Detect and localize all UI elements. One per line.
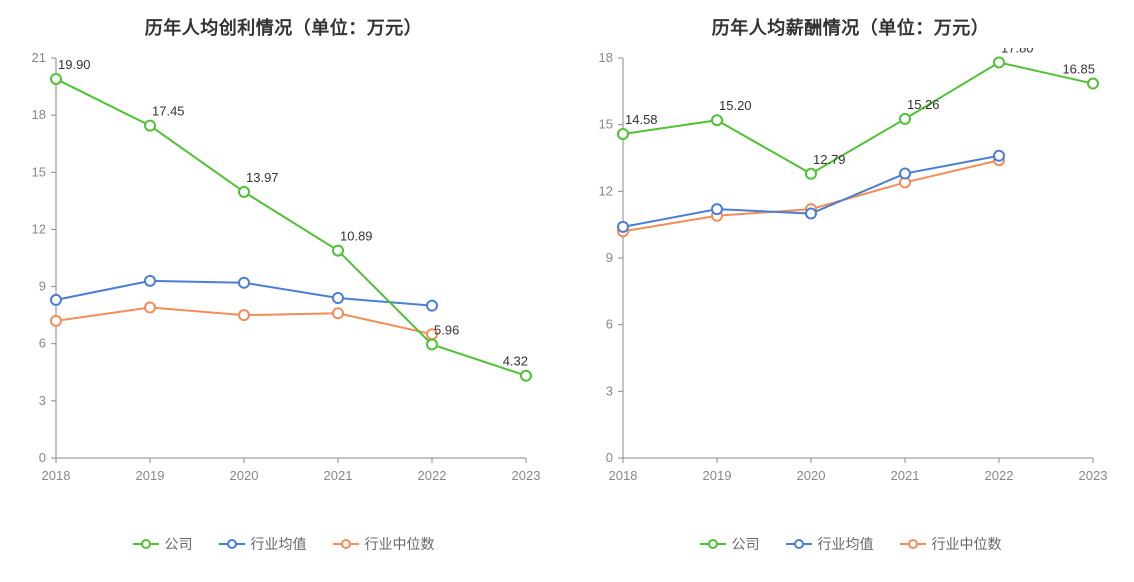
svg-text:18: 18 xyxy=(32,107,46,122)
svg-text:17.80: 17.80 xyxy=(1001,48,1034,55)
svg-text:2022: 2022 xyxy=(418,468,447,483)
svg-text:2020: 2020 xyxy=(797,468,826,483)
legend-label-industry-avg: 行业均值 xyxy=(818,534,874,554)
svg-text:12.79: 12.79 xyxy=(813,152,846,167)
svg-text:2019: 2019 xyxy=(703,468,732,483)
svg-text:14.58: 14.58 xyxy=(625,112,658,127)
right-panel: 历年人均薪酬情况（单位：万元） 0 3 6 9 12 15 18 2018 2019 2020 20… xyxy=(567,0,1134,582)
right-chart-title: 历年人均薪酬情况（单位：万元） xyxy=(567,14,1134,40)
svg-text:2021: 2021 xyxy=(891,468,920,483)
svg-text:6: 6 xyxy=(39,336,46,351)
svg-text:10.89: 10.89 xyxy=(340,229,373,244)
svg-text:12: 12 xyxy=(32,221,46,236)
svg-text:2018: 2018 xyxy=(609,468,638,483)
legend-swatch-industry-median xyxy=(333,537,359,551)
right-legend: 公司 行业均值 行业中位数 xyxy=(567,534,1134,554)
legend-label-company: 公司 xyxy=(165,534,193,554)
svg-text:2022: 2022 xyxy=(985,468,1014,483)
svg-text:2018: 2018 xyxy=(42,468,71,483)
legend-item-industry-median: 行业中位数 xyxy=(333,534,435,554)
svg-text:12: 12 xyxy=(599,183,613,198)
svg-text:2021: 2021 xyxy=(324,468,353,483)
left-chart-title: 历年人均创利情况（单位：万元） xyxy=(0,14,567,40)
svg-text:9: 9 xyxy=(39,279,46,294)
legend-label-company: 公司 xyxy=(732,534,760,554)
svg-text:2023: 2023 xyxy=(512,468,541,483)
svg-text:15: 15 xyxy=(32,164,46,179)
left-legend: 公司 行业均值 行业中位数 xyxy=(0,534,567,554)
legend-label-industry-median: 行业中位数 xyxy=(932,534,1002,554)
svg-text:17.45: 17.45 xyxy=(152,104,185,119)
svg-text:6: 6 xyxy=(606,317,613,332)
right-chart: 0 3 6 9 12 15 18 2018 2019 2020 2021 2022 2023 14.58 1… xyxy=(567,48,1134,508)
svg-text:15.26: 15.26 xyxy=(907,97,940,112)
svg-text:15: 15 xyxy=(599,117,613,132)
svg-text:2023: 2023 xyxy=(1079,468,1108,483)
svg-text:15.20: 15.20 xyxy=(719,98,752,113)
legend-label-industry-median: 行业中位数 xyxy=(365,534,435,554)
svg-text:13.97: 13.97 xyxy=(246,170,279,185)
svg-text:16.85: 16.85 xyxy=(1062,62,1095,77)
svg-text:0: 0 xyxy=(39,450,46,465)
svg-text:2020: 2020 xyxy=(230,468,259,483)
legend-item-industry-avg: 行业均值 xyxy=(219,534,307,554)
legend-swatch-industry-avg xyxy=(786,537,812,551)
svg-text:3: 3 xyxy=(39,393,46,408)
svg-text:2019: 2019 xyxy=(136,468,165,483)
legend-swatch-industry-avg xyxy=(219,537,245,551)
legend-label-industry-avg: 行业均值 xyxy=(251,534,307,554)
legend-item-industry-median: 行业中位数 xyxy=(900,534,1002,554)
svg-text:19.90: 19.90 xyxy=(58,57,91,72)
svg-text:21: 21 xyxy=(32,50,46,65)
svg-text:4.32: 4.32 xyxy=(503,354,528,369)
left-chart: 0 3 6 9 12 15 18 21 2018 2019 2020 2021 2022 2023 19.9… xyxy=(0,48,567,508)
legend-swatch-company xyxy=(133,537,159,551)
svg-text:9: 9 xyxy=(606,250,613,265)
legend-item-company: 公司 xyxy=(700,534,760,554)
legend-item-industry-avg: 行业均值 xyxy=(786,534,874,554)
svg-text:18: 18 xyxy=(599,50,613,65)
svg-text:5.96: 5.96 xyxy=(434,322,459,337)
svg-text:3: 3 xyxy=(606,383,613,398)
legend-item-company: 公司 xyxy=(133,534,193,554)
left-panel: 历年人均创利情况（单位：万元） 0 3 6 9 12 15 18 21 2018 2019 2020… xyxy=(0,0,567,582)
page-root: 历年人均创利情况（单位：万元） 0 3 6 9 12 15 18 21 2018 2019 2020… xyxy=(0,0,1134,582)
legend-swatch-industry-median xyxy=(900,537,926,551)
legend-swatch-company xyxy=(700,537,726,551)
svg-text:0: 0 xyxy=(606,450,613,465)
